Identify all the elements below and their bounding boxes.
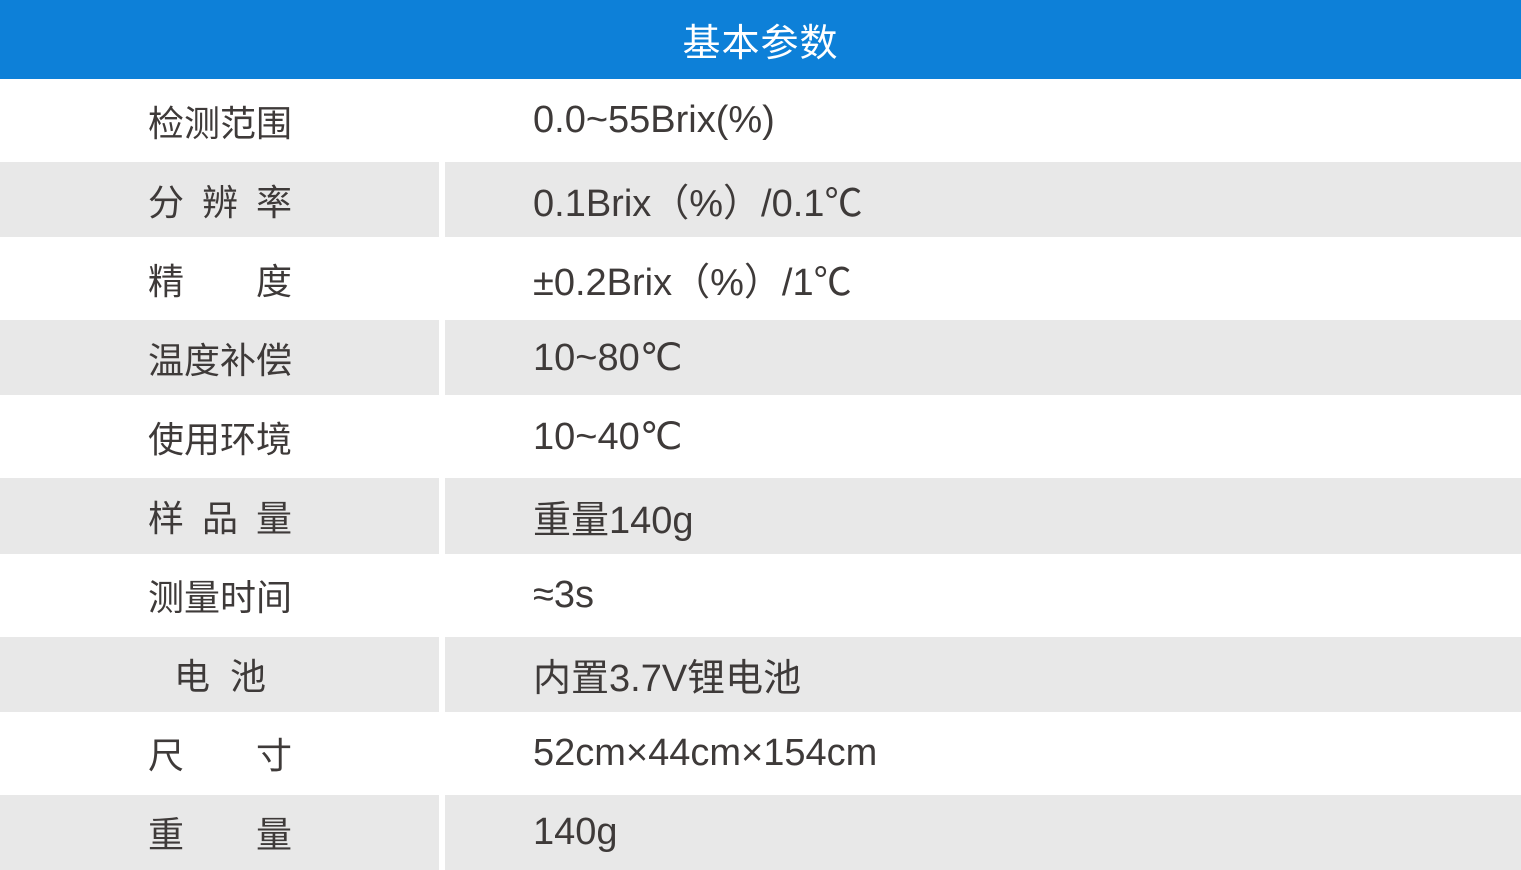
spec-value: ±0.2Brix（%）/1℃ <box>533 262 852 305</box>
spec-label-cell: 样品量 <box>0 474 439 554</box>
spec-value: 内置3.7V锂电池 <box>533 657 802 700</box>
column-divider <box>439 237 445 317</box>
column-divider <box>439 395 445 475</box>
spec-label: 分辨率 <box>148 181 292 223</box>
spec-value-cell: 0.0~55Brix(%) <box>445 79 1521 159</box>
spec-value: 140g <box>533 810 618 853</box>
table-row-accuracy: 精度 ±0.2Brix（%）/1℃ <box>0 237 1521 317</box>
column-divider <box>439 316 445 396</box>
spec-label: 电 池 <box>173 656 266 698</box>
spec-label: 检测范围 <box>148 102 293 144</box>
column-divider <box>439 474 445 554</box>
column-divider <box>439 553 445 633</box>
spec-label-cell: 测量时间 <box>0 553 439 633</box>
spec-value: 10~40℃ <box>533 416 683 459</box>
column-divider <box>439 790 445 870</box>
spec-label-cell: 电 池 <box>0 632 439 712</box>
spec-value: 52cm×44cm×154cm <box>533 731 878 774</box>
spec-label-cell: 温度补偿 <box>0 316 439 396</box>
spec-value-cell: 0.1Brix（%）/0.1℃ <box>445 158 1521 238</box>
table-title: 基本参数 <box>682 23 839 65</box>
table-body: 检测范围 0.0~55Brix(%) 分辨率 0.1Brix（%）/0.1℃ 精… <box>0 79 1521 870</box>
spec-label: 使用环境 <box>148 418 293 460</box>
spec-value: ≈3s <box>533 573 594 616</box>
table-row-battery: 电 池 内置3.7V锂电池 <box>0 632 1521 712</box>
column-divider <box>439 711 445 791</box>
column-divider <box>439 158 445 238</box>
spec-label-cell: 精度 <box>0 237 439 317</box>
spec-value-cell: ±0.2Brix（%）/1℃ <box>445 237 1521 317</box>
spec-value: 0.0~55Brix(%) <box>533 99 775 142</box>
spec-label: 重量 <box>148 814 292 856</box>
table-row-measure-time: 测量时间 ≈3s <box>0 553 1521 633</box>
spec-value: 重量140g <box>533 499 694 542</box>
spec-value: 0.1Brix（%）/0.1℃ <box>533 183 863 226</box>
spec-label-cell: 检测范围 <box>0 79 439 159</box>
spec-label: 尺寸 <box>148 735 292 777</box>
spec-value: 10~80℃ <box>533 337 683 380</box>
spec-label: 样品量 <box>148 498 292 540</box>
table-row-temp-compensation: 温度补偿 10~80℃ <box>0 316 1521 396</box>
spec-value-cell: 140g <box>445 790 1521 870</box>
column-divider <box>439 632 445 712</box>
spec-label: 温度补偿 <box>148 339 293 381</box>
spec-label: 测量时间 <box>148 577 293 619</box>
table-row-detection-range: 检测范围 0.0~55Brix(%) <box>0 79 1521 159</box>
table-row-weight: 重量 140g <box>0 790 1521 870</box>
spec-label-cell: 重量 <box>0 790 439 870</box>
spec-value-cell: 10~40℃ <box>445 395 1521 475</box>
table-row-dimensions: 尺寸 52cm×44cm×154cm <box>0 711 1521 791</box>
spec-label-cell: 尺寸 <box>0 711 439 791</box>
column-divider <box>439 79 445 159</box>
spec-label-cell: 分辨率 <box>0 158 439 238</box>
table-row-resolution: 分辨率 0.1Brix（%）/0.1℃ <box>0 158 1521 238</box>
spec-value-cell: 内置3.7V锂电池 <box>445 632 1521 712</box>
table-header: 基本参数 <box>0 0 1521 79</box>
spec-label: 精度 <box>148 260 292 302</box>
spec-value-cell: 重量140g <box>445 474 1521 554</box>
table-row-operating-env: 使用环境 10~40℃ <box>0 395 1521 475</box>
spec-value-cell: 10~80℃ <box>445 316 1521 396</box>
spec-value-cell: ≈3s <box>445 553 1521 633</box>
spec-value-cell: 52cm×44cm×154cm <box>445 711 1521 791</box>
spec-label-cell: 使用环境 <box>0 395 439 475</box>
table-row-sample-amount: 样品量 重量140g <box>0 474 1521 554</box>
